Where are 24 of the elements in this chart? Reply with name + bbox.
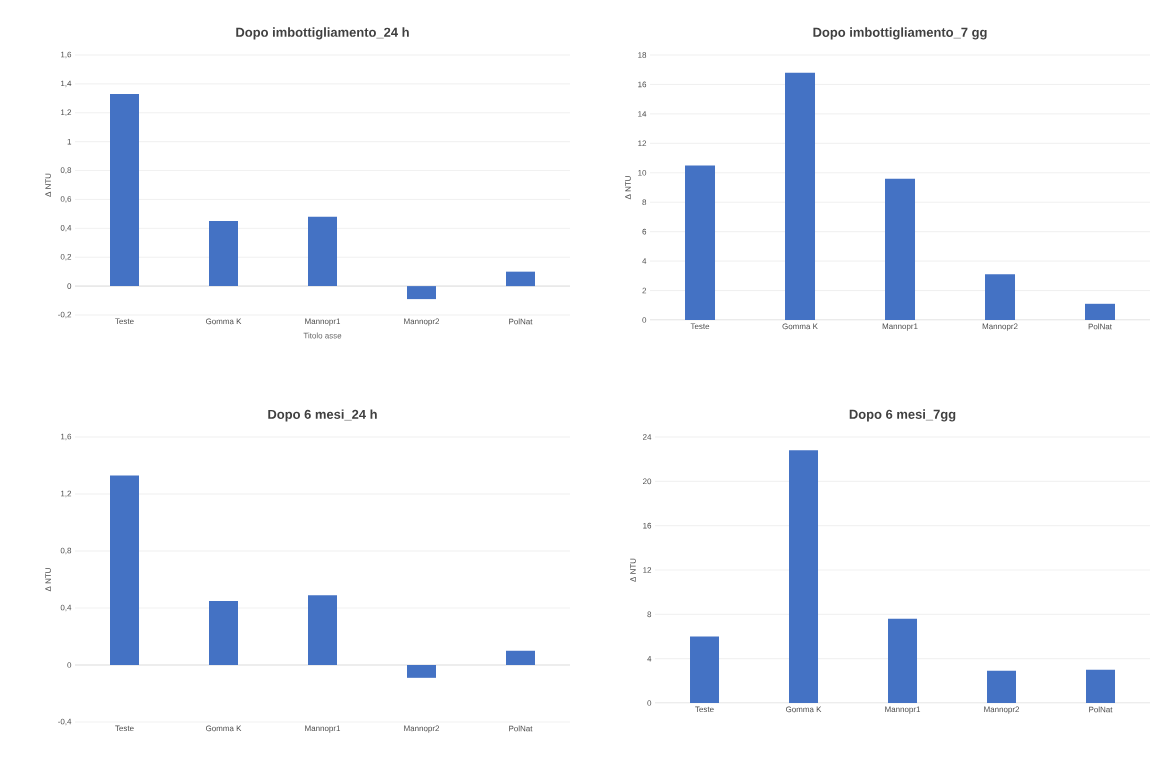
bar bbox=[308, 216, 337, 287]
bar bbox=[785, 72, 816, 320]
chart-title: Dopo imbottigliamento_24 h bbox=[236, 27, 409, 40]
bar bbox=[1085, 303, 1116, 320]
bar bbox=[690, 636, 720, 703]
chart-title: Dopo 6 mesi_7gg bbox=[849, 409, 956, 422]
bar bbox=[685, 165, 716, 320]
bar bbox=[888, 618, 918, 703]
bar bbox=[308, 595, 337, 665]
bar bbox=[885, 178, 916, 320]
bar bbox=[1086, 669, 1116, 703]
bar bbox=[506, 650, 535, 665]
bar bbox=[407, 286, 436, 300]
bar bbox=[987, 670, 1017, 703]
bar bbox=[506, 271, 535, 287]
bar bbox=[110, 475, 139, 665]
bar bbox=[985, 274, 1016, 320]
bar bbox=[209, 600, 238, 665]
bar bbox=[110, 93, 139, 287]
chart-title: Dopo imbottigliamento_7 gg bbox=[813, 27, 987, 40]
bar bbox=[209, 221, 238, 287]
chart-title: Dopo 6 mesi_24 h bbox=[268, 409, 377, 422]
bar bbox=[407, 665, 436, 678]
bar bbox=[789, 450, 819, 703]
